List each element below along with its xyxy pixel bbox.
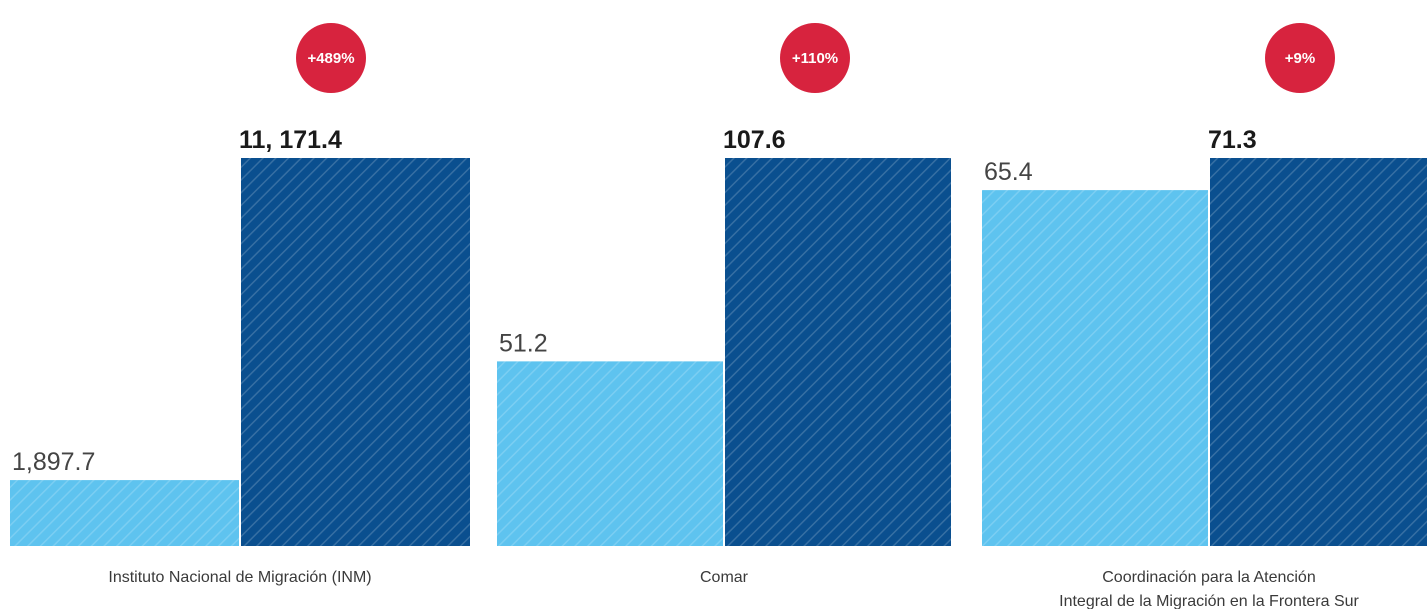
data-label-current: 107.6 bbox=[723, 126, 786, 154]
bar-current-hatch bbox=[725, 158, 951, 546]
bar-previous-hatch bbox=[982, 190, 1208, 546]
data-label-previous: 65.4 bbox=[984, 158, 1033, 186]
change-badge-text: +9% bbox=[1285, 50, 1315, 67]
data-label-previous: 1,897.7 bbox=[12, 448, 95, 476]
bar-previous-hatch bbox=[10, 480, 239, 546]
change-badge bbox=[1265, 23, 1335, 93]
change-badge-text: +110% bbox=[792, 50, 838, 67]
bar-current-hatch bbox=[241, 158, 470, 546]
change-badge-text: +489% bbox=[307, 50, 354, 67]
data-label-current: 11, 171.4 bbox=[239, 126, 342, 154]
category-label: Instituto Nacional de Migración (INM) bbox=[108, 569, 371, 586]
bar-previous-hatch bbox=[497, 361, 723, 546]
data-label-previous: 51.2 bbox=[499, 329, 548, 357]
change-badge bbox=[780, 23, 850, 93]
change-badge bbox=[296, 23, 366, 93]
bar-current-hatch bbox=[1210, 158, 1427, 546]
category-label: Comar bbox=[700, 569, 749, 586]
data-label-current: 71.3 bbox=[1208, 126, 1257, 154]
category-label: Integral de la Migración en la Frontera … bbox=[1059, 593, 1359, 609]
category-label: Coordinación para la Atención bbox=[1102, 569, 1315, 586]
